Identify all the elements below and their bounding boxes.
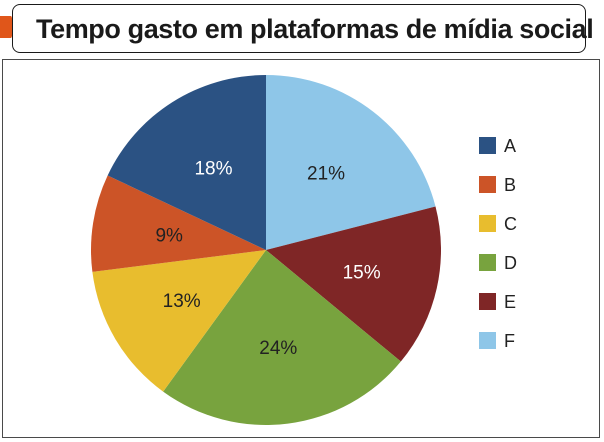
pie-slice-d	[163, 250, 401, 425]
slice-label-b: 9%	[155, 226, 183, 247]
slice-label-d: 24%	[259, 338, 297, 359]
slice-label-e: 15%	[343, 262, 381, 283]
slice-label-a: 18%	[194, 158, 232, 179]
legend-label-b: B	[504, 175, 516, 195]
legend-swatch-e	[479, 293, 496, 310]
chart-title: Tempo gasto em plataformas de mídia soci…	[36, 14, 594, 44]
pie-slice-a	[107, 75, 266, 250]
legend-swatch-d	[479, 254, 496, 271]
slice-label-c: 13%	[163, 291, 201, 312]
title-box	[12, 4, 586, 53]
legend-label-c: C	[504, 214, 517, 234]
legend-swatch-a	[479, 137, 496, 154]
legend-label-e: E	[504, 292, 516, 312]
title-bar: Tempo gasto em plataformas de mídia soci…	[0, 0, 604, 57]
legend-label-f: F	[504, 331, 515, 351]
legend-swatch-f	[479, 332, 496, 349]
legend-swatch-c	[479, 215, 496, 232]
slice-label-f: 21%	[307, 164, 345, 185]
pie-slice-b	[91, 175, 266, 272]
legend-swatch-b	[479, 176, 496, 193]
legend-label-d: D	[504, 253, 517, 273]
pie-slice-f	[266, 75, 436, 250]
pie-slice-c	[92, 250, 266, 392]
legend-label-a: A	[504, 136, 516, 156]
pie-slice-e	[266, 206, 441, 362]
